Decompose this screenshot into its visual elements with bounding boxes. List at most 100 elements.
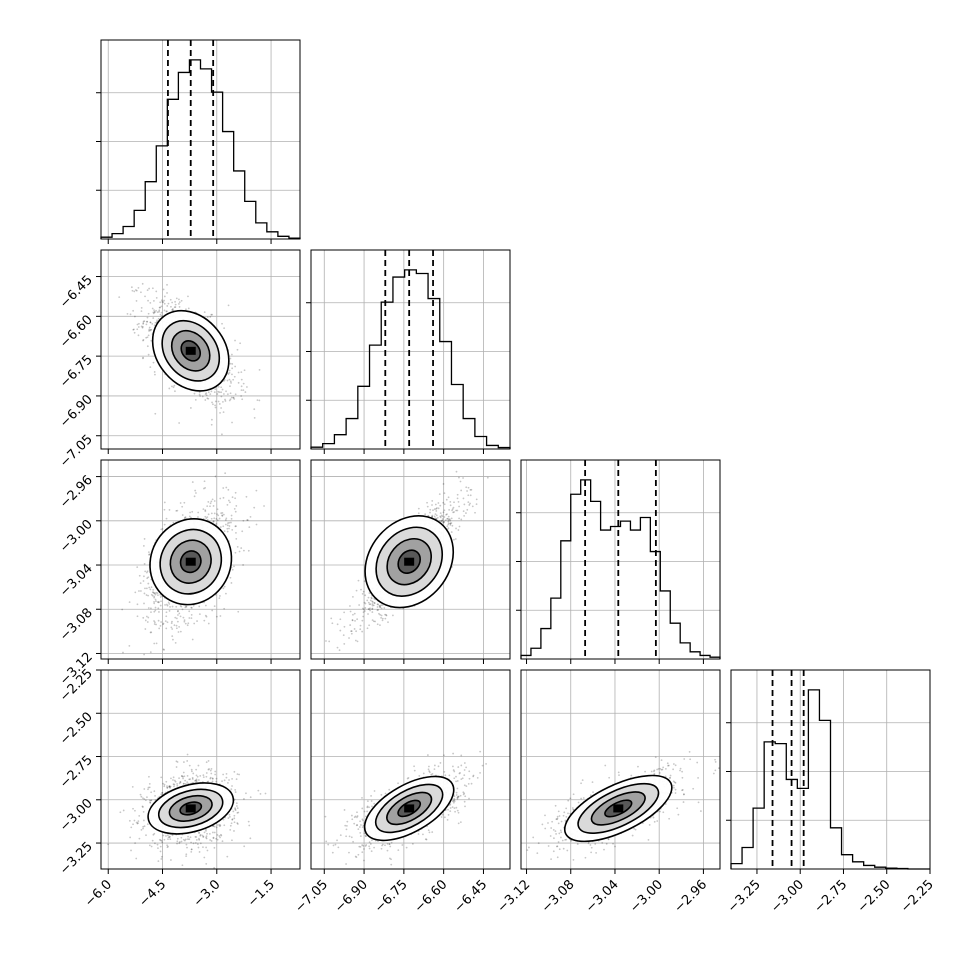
sample-point [148,586,151,589]
sample-point [366,627,369,630]
sample-point [165,603,168,606]
sample-point [149,321,152,324]
sample-point [364,602,367,605]
sample-point [175,627,178,630]
density-peak [185,346,196,355]
sample-point [201,834,204,837]
sample-point [467,494,470,497]
sample-point [210,390,213,393]
sample-point [165,611,168,614]
sample-point [228,369,231,372]
sample-point [198,605,201,608]
sample-point [206,849,209,852]
sample-point [197,516,199,518]
sample-point [136,328,139,331]
sample-point [171,635,174,638]
sample-point [211,831,214,834]
sample-point [158,601,160,603]
sample-point [241,398,244,401]
sample-point [146,621,149,623]
sample-point [452,799,455,802]
sample-point [233,375,236,378]
sample-point [189,407,192,409]
sample-point [168,610,171,612]
sample-point [198,391,201,394]
sample-point [376,603,379,606]
sample-point [453,799,456,802]
sample-point [150,339,153,342]
sample-point [148,844,151,847]
sample-point [139,582,142,585]
sample-point [343,809,346,811]
sample-point [150,631,153,634]
sample-point [439,516,442,519]
sample-point [145,323,148,326]
sample-point [205,392,208,394]
sample-point [387,621,389,624]
y-tick-label: −3.25 [57,839,96,878]
sample-point [431,831,434,833]
sample-point [213,846,216,849]
sample-point [209,316,212,318]
sample-point [439,504,442,507]
sample-point [336,646,339,649]
sample-point [140,795,143,798]
sample-point [148,287,151,290]
sample-point [362,608,365,611]
sample-point [194,779,196,782]
sample-point [143,602,145,605]
sample-point [222,525,225,528]
sample-point [434,513,437,516]
sample-point [424,838,427,840]
sample-point [428,765,430,768]
sample-point [166,834,169,837]
sample-point [470,488,473,491]
sample-point [133,290,136,293]
sample-point [359,628,362,631]
sample-point [233,817,236,820]
sample-point [195,836,198,838]
sample-point [143,592,146,595]
sample-point [160,839,163,842]
sample-point [199,842,202,845]
sample-point [168,786,171,788]
sample-point [153,595,156,598]
sample-point [159,845,162,848]
sample-point [187,622,190,625]
sample-point [357,853,360,856]
sample-point [231,353,233,356]
sample-point [159,624,162,627]
sample-point [153,610,156,613]
sample-point [163,649,165,651]
sample-point [325,640,327,642]
sample-point [146,796,148,799]
sample-point [364,594,367,597]
sample-point [455,470,458,473]
sample-point [163,299,165,302]
panel-frame [100,249,301,450]
sample-point [136,822,139,825]
sample-point [179,604,182,607]
sample-point [186,760,189,762]
sample-point [191,481,194,483]
sample-point [136,615,139,618]
sample-point [372,601,374,603]
sample-point [145,587,148,590]
sample-point [371,611,374,613]
sample-point [204,486,207,489]
sample-point [182,838,185,841]
sample-point [216,834,219,836]
sample-point [443,520,445,523]
sample-point [209,776,212,779]
sample-point [431,515,434,518]
sample-point [437,765,440,768]
sample-point [448,509,451,511]
sample-point [232,396,235,399]
sample-point [456,787,459,790]
sample-point [153,621,156,624]
sample-point [154,794,156,797]
sample-point [181,505,184,508]
panel-p0-p1: −7.05−6.90−6.75−6.60−6.45 [57,249,301,471]
sample-point [195,774,198,777]
sample-point [463,762,466,764]
